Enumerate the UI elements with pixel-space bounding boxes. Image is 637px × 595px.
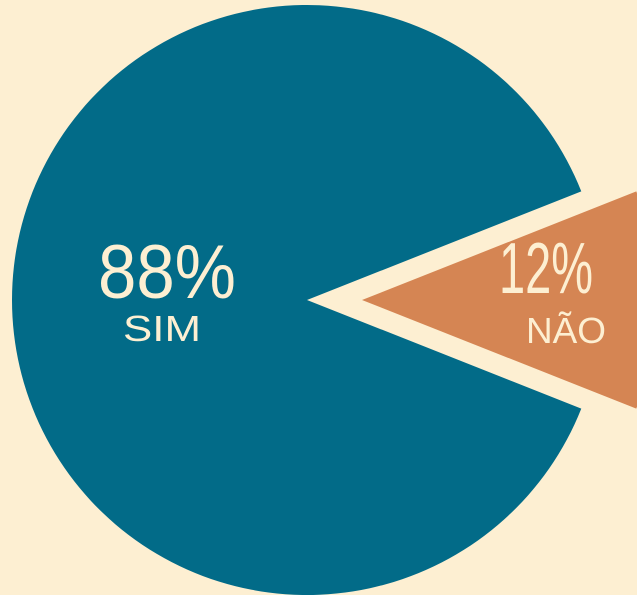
pie-slice-nao xyxy=(362,191,637,409)
category-label-sim: SIM xyxy=(123,308,201,349)
pie-slice-sim xyxy=(12,4,582,595)
value-label-sim: 88% xyxy=(98,230,236,315)
category-label-nao: NÃO xyxy=(526,310,606,351)
value-label-nao: 12% xyxy=(499,229,593,309)
